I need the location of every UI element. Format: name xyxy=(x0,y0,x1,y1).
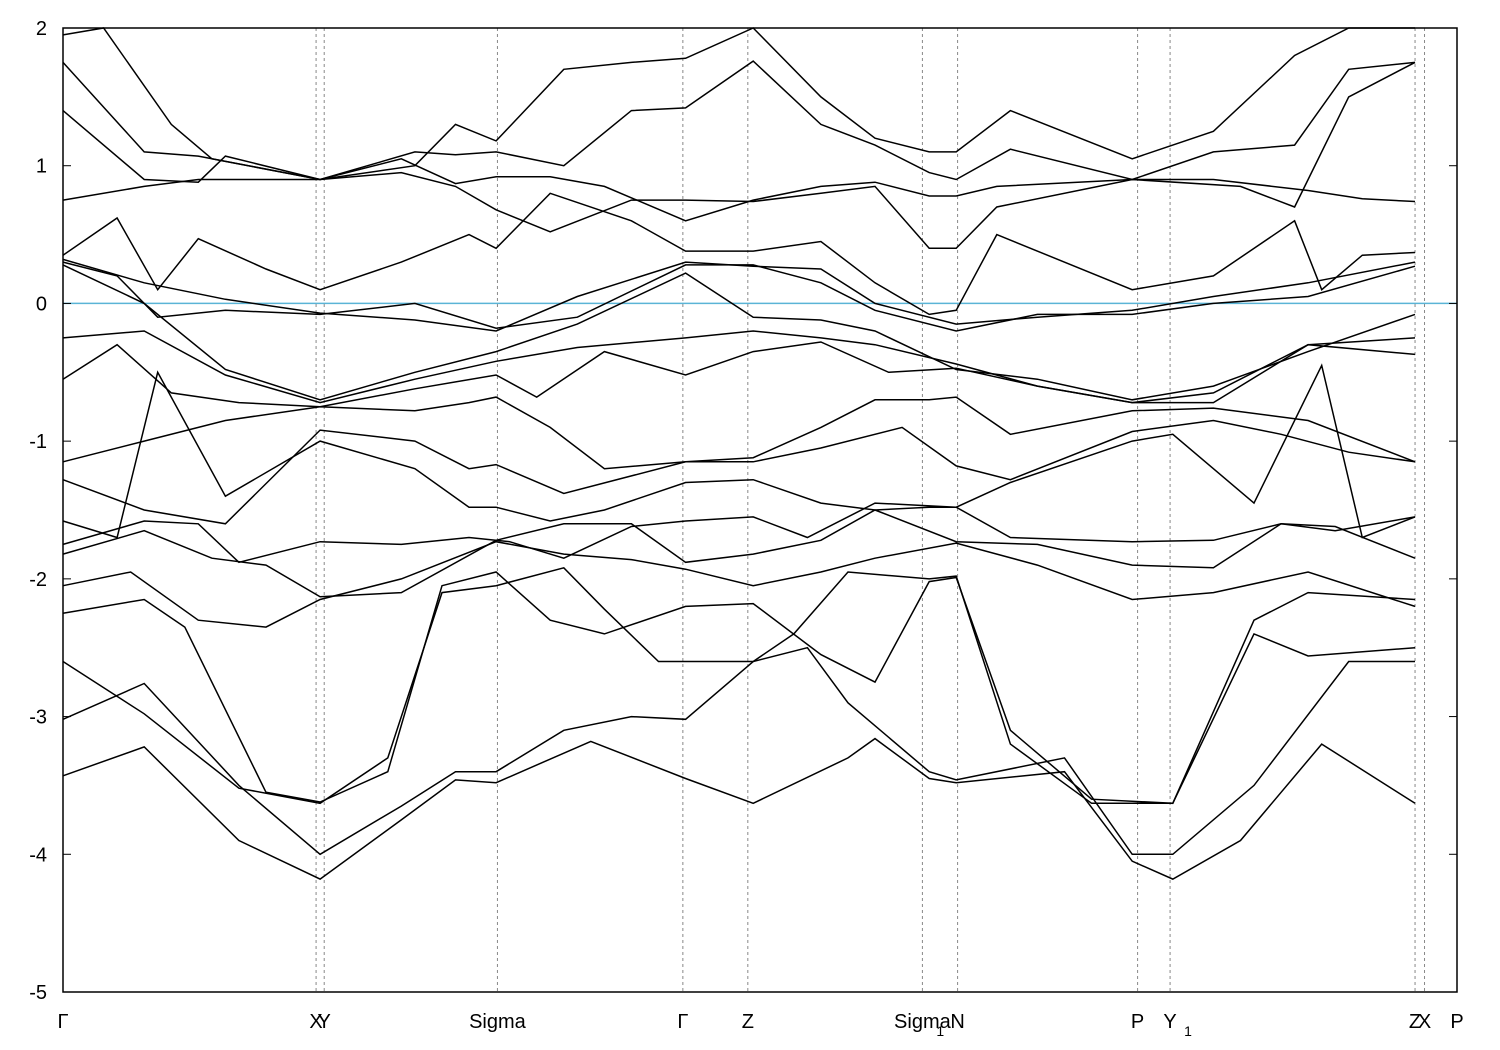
high-symmetry-lines xyxy=(315,28,1426,992)
band-9 xyxy=(62,419,1416,525)
kpoint-label-4: Γ xyxy=(677,1011,688,1033)
band-20 xyxy=(62,27,1415,181)
plot-frame xyxy=(62,27,1458,993)
band-10 xyxy=(62,396,1416,470)
band-5 xyxy=(62,540,1416,628)
ytick-label: 0 xyxy=(36,293,47,315)
band-15 xyxy=(62,258,1416,332)
ytick-label: -5 xyxy=(29,982,47,1004)
kpoint-label-8: P xyxy=(1131,1011,1144,1033)
band-3 xyxy=(62,566,1416,805)
band-8 xyxy=(62,363,1416,539)
kpoint-sub-6: 1 xyxy=(936,1023,944,1039)
band-19 xyxy=(62,60,1416,181)
ytick-label: -1 xyxy=(29,431,47,453)
kpoint-label-7: N xyxy=(950,1011,964,1033)
band-12 xyxy=(62,330,1416,404)
y-axis-ticks: -5 -4 -3 -2 -1 0 1 2 xyxy=(29,18,1457,1004)
kpoint-label-0: Γ xyxy=(57,1011,68,1033)
band-lines xyxy=(62,27,1416,880)
kpoint-label-12: P xyxy=(1450,1011,1463,1033)
kpoint-label-5: Z xyxy=(742,1011,754,1033)
ytick-label: -3 xyxy=(29,707,47,729)
kpoint-label-2: Y xyxy=(318,1011,331,1033)
band-17 xyxy=(62,171,1416,250)
band-2 xyxy=(62,646,1415,856)
band-1 xyxy=(62,737,1416,880)
kpoint-label-11: X xyxy=(1418,1011,1431,1033)
band-18 xyxy=(62,61,1416,222)
band-11 xyxy=(62,341,1416,408)
band-6 xyxy=(62,509,1416,598)
band-7 xyxy=(62,502,1416,564)
kpoint-label-1: X xyxy=(309,1011,322,1033)
kpoint-label-6: Sigma xyxy=(894,1011,952,1033)
ytick-label: -4 xyxy=(29,844,47,866)
kpoint-label-3: Sigma xyxy=(469,1011,527,1033)
ytick-label: 2 xyxy=(36,18,47,40)
band-16 xyxy=(62,192,1416,316)
kpoint-label-10: Z xyxy=(1409,1011,1421,1033)
kpoint-sub-9: 1 xyxy=(1184,1023,1192,1039)
kpoint-label-9: Y xyxy=(1163,1011,1176,1033)
band-13 xyxy=(62,264,1416,401)
ytick-label: 1 xyxy=(36,156,47,178)
ytick-label: -2 xyxy=(29,569,47,591)
band-4 xyxy=(62,571,1416,805)
